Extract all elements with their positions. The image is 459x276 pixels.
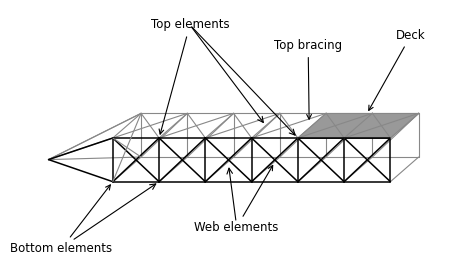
Text: Deck: Deck: [368, 29, 425, 110]
Text: Bottom elements: Bottom elements: [10, 185, 112, 255]
Text: Top bracing: Top bracing: [274, 39, 341, 119]
Polygon shape: [297, 113, 418, 138]
Text: Top elements: Top elements: [150, 18, 229, 134]
Text: Web elements: Web elements: [194, 166, 278, 234]
